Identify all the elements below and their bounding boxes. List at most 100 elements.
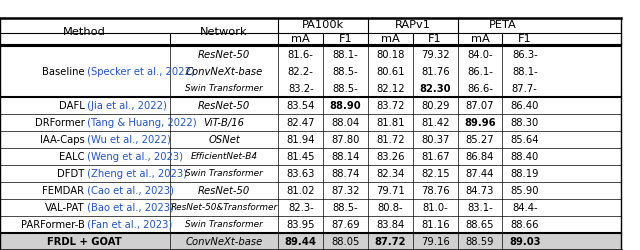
Text: ConvNeXt-base: ConvNeXt-base <box>186 67 262 77</box>
Text: 82.12: 82.12 <box>376 84 404 94</box>
Text: 89.03: 89.03 <box>509 237 541 247</box>
Text: VAL-PAT: VAL-PAT <box>45 203 84 213</box>
Text: (Specker et al., 2022): (Specker et al., 2022) <box>84 67 195 77</box>
Text: 79.71: 79.71 <box>376 186 404 196</box>
Text: 88.65: 88.65 <box>466 220 494 230</box>
Text: 85.64: 85.64 <box>511 135 539 145</box>
Text: Method: Method <box>63 27 106 37</box>
Text: 82.30: 82.30 <box>419 84 451 94</box>
Text: 88.5-: 88.5- <box>333 203 358 213</box>
Text: mA: mA <box>291 34 310 44</box>
Text: (Weng et al., 2023): (Weng et al., 2023) <box>84 152 184 162</box>
Text: 86.1-: 86.1- <box>467 67 493 77</box>
Text: (Zheng et al., 2023): (Zheng et al., 2023) <box>84 169 188 179</box>
Text: 87.44: 87.44 <box>466 169 494 179</box>
Text: 80.8-: 80.8- <box>378 203 403 213</box>
Text: 82.3-: 82.3- <box>288 203 314 213</box>
Text: 79.32: 79.32 <box>421 50 449 60</box>
Text: ResNet-50&Transformer: ResNet-50&Transformer <box>170 203 278 212</box>
Text: 83.63: 83.63 <box>287 169 315 179</box>
Text: PARFormer-B: PARFormer-B <box>20 220 84 230</box>
Text: 81.45: 81.45 <box>287 152 315 162</box>
Text: 86.40: 86.40 <box>511 101 539 111</box>
Text: 81.94: 81.94 <box>287 135 315 145</box>
Text: 89.44: 89.44 <box>285 237 317 247</box>
Text: 85.27: 85.27 <box>466 135 494 145</box>
Text: F1: F1 <box>339 34 353 44</box>
Text: 84.0-: 84.0- <box>467 50 493 60</box>
Text: 84.73: 84.73 <box>466 186 494 196</box>
Text: 81.6-: 81.6- <box>288 50 314 60</box>
Text: 88.59: 88.59 <box>466 237 494 247</box>
Text: 88.40: 88.40 <box>511 152 539 162</box>
Text: 87.32: 87.32 <box>332 186 360 196</box>
Text: 88.1-: 88.1- <box>512 67 538 77</box>
Text: 83.95: 83.95 <box>287 220 315 230</box>
Text: 88.14: 88.14 <box>332 152 360 162</box>
Text: 82.15: 82.15 <box>421 169 449 179</box>
Text: 88.90: 88.90 <box>330 101 362 111</box>
Text: PA100k: PA100k <box>302 20 344 30</box>
Text: 82.47: 82.47 <box>287 118 315 128</box>
Text: 88.19: 88.19 <box>511 169 539 179</box>
Text: 81.42: 81.42 <box>421 118 449 128</box>
Text: 88.5-: 88.5- <box>333 67 358 77</box>
Text: 88.1-: 88.1- <box>333 50 358 60</box>
Text: 88.66: 88.66 <box>511 220 539 230</box>
Text: Swin Transformer: Swin Transformer <box>185 169 263 178</box>
Text: (Wu et al., 2022): (Wu et al., 2022) <box>84 135 172 145</box>
Text: ResNet-50: ResNet-50 <box>198 101 250 111</box>
Text: 79.16: 79.16 <box>421 237 449 247</box>
Text: 83.2-: 83.2- <box>288 84 314 94</box>
Text: 83.72: 83.72 <box>376 101 404 111</box>
Text: IAA-Caps: IAA-Caps <box>40 135 84 145</box>
Text: 89.96: 89.96 <box>464 118 496 128</box>
Text: 83.1-: 83.1- <box>467 203 493 213</box>
Text: Swin Transformer: Swin Transformer <box>185 220 263 229</box>
Text: 80.61: 80.61 <box>376 67 404 77</box>
Text: 88.04: 88.04 <box>332 118 360 128</box>
Text: Network: Network <box>200 27 248 37</box>
Text: 87.72: 87.72 <box>374 237 406 247</box>
Text: 88.30: 88.30 <box>511 118 539 128</box>
Text: 83.26: 83.26 <box>376 152 404 162</box>
Text: 87.80: 87.80 <box>332 135 360 145</box>
Text: mA: mA <box>470 34 490 44</box>
Text: 78.76: 78.76 <box>421 186 449 196</box>
Text: EfficientNet-B4: EfficientNet-B4 <box>191 152 257 161</box>
Text: 87.7-: 87.7- <box>512 84 538 94</box>
Text: (Cao et al., 2023): (Cao et al., 2023) <box>84 186 174 196</box>
Text: 80.37: 80.37 <box>421 135 449 145</box>
Text: 81.72: 81.72 <box>376 135 404 145</box>
Text: 88.5-: 88.5- <box>333 84 358 94</box>
Text: Swin Transformer: Swin Transformer <box>185 84 263 93</box>
Text: 84.4-: 84.4- <box>512 203 538 213</box>
Text: mA: mA <box>381 34 400 44</box>
Text: 81.67: 81.67 <box>421 152 449 162</box>
Text: (Tang & Huang, 2022): (Tang & Huang, 2022) <box>84 118 197 128</box>
Text: EALC: EALC <box>59 152 84 162</box>
Text: 82.34: 82.34 <box>376 169 404 179</box>
Text: OSNet: OSNet <box>208 135 240 145</box>
Text: ResNet-50: ResNet-50 <box>198 50 250 60</box>
Text: 88.05: 88.05 <box>332 237 360 247</box>
Text: RAPv1: RAPv1 <box>395 20 431 30</box>
Text: 87.69: 87.69 <box>332 220 360 230</box>
Text: 81.81: 81.81 <box>376 118 404 128</box>
Text: (Bao et al., 2023): (Bao et al., 2023) <box>84 203 174 213</box>
Text: PETA: PETA <box>488 20 516 30</box>
Text: 81.16: 81.16 <box>421 220 449 230</box>
Text: (Fan et al., 2023): (Fan et al., 2023) <box>84 220 173 230</box>
Text: 80.18: 80.18 <box>376 50 404 60</box>
Text: Baseline: Baseline <box>42 67 84 77</box>
Text: 81.76: 81.76 <box>421 67 449 77</box>
Text: 80.29: 80.29 <box>421 101 449 111</box>
Text: 86.6-: 86.6- <box>467 84 493 94</box>
Text: 82.2-: 82.2- <box>288 67 314 77</box>
Text: FEMDAR: FEMDAR <box>42 186 84 196</box>
Text: 83.54: 83.54 <box>287 101 315 111</box>
Text: F1: F1 <box>428 34 442 44</box>
Text: F1: F1 <box>518 34 532 44</box>
Text: DRFormer: DRFormer <box>35 118 84 128</box>
Text: 88.74: 88.74 <box>332 169 360 179</box>
